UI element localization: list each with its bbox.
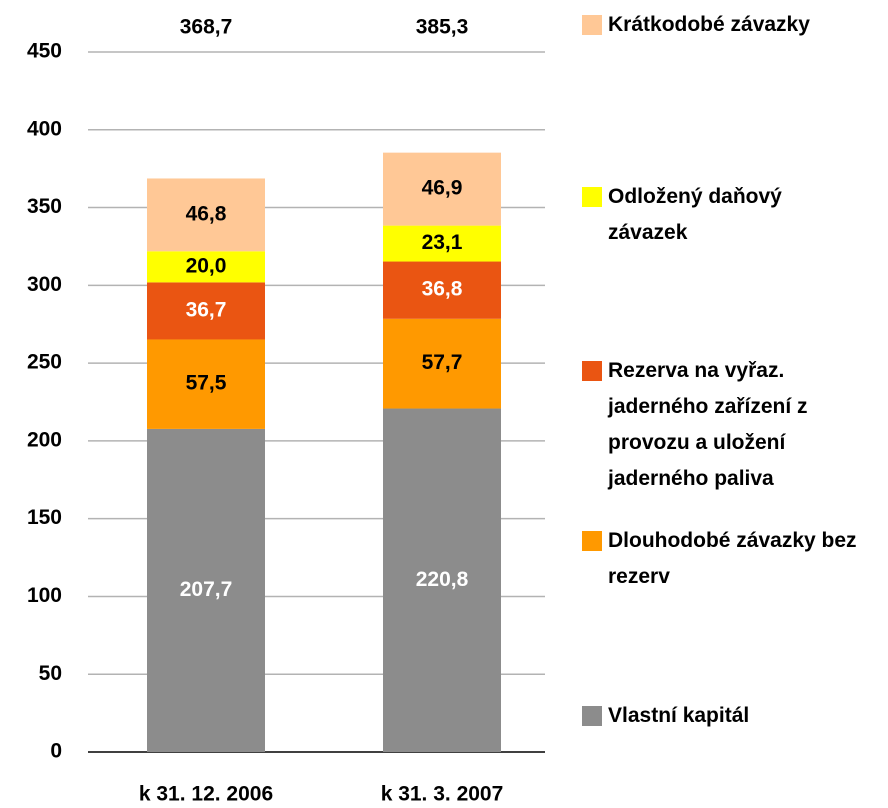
bar-segment	[383, 152, 501, 226]
legend-item: Krátkodobé závazky	[582, 7, 887, 43]
bar-segment	[147, 251, 265, 283]
legend-item: Odložený daňový závazek	[582, 179, 887, 251]
y-tick-label: 200	[27, 428, 62, 451]
legend-item: Vlastní kapitál	[582, 698, 887, 734]
bar-segment	[147, 282, 265, 340]
x-tick-label: k 31. 3. 2007	[381, 783, 504, 806]
y-tick-label: 350	[27, 195, 62, 218]
legend-label: Vlastní kapitál	[608, 704, 750, 727]
data-label: 220,8	[416, 568, 469, 591]
legend-label: Odložený daňový závazek	[608, 185, 782, 244]
legend-swatch	[582, 361, 602, 381]
y-tick-label: 450	[27, 40, 62, 63]
legend-label: Krátkodobé závazky	[608, 13, 810, 36]
legend-swatch	[582, 706, 602, 726]
bar-segment	[383, 225, 501, 262]
legend-item: Dlouhodobé závazky bez rezerv	[582, 523, 887, 595]
total-label: 385,3	[416, 16, 469, 39]
data-label: 46,9	[422, 177, 463, 200]
legend-item: Rezerva na vyřaz. jaderného zařízení z p…	[582, 353, 887, 497]
data-label: 23,1	[422, 231, 463, 254]
y-tick-label: 100	[27, 584, 62, 607]
y-tick-label: 150	[27, 506, 62, 529]
bar-segment	[147, 428, 265, 752]
y-tick-label: 0	[50, 740, 62, 763]
data-label: 36,7	[186, 298, 227, 321]
y-tick-label: 400	[27, 117, 62, 140]
y-tick-label: 50	[39, 662, 62, 685]
x-tick-label: k 31. 12. 2006	[139, 783, 273, 806]
data-label: 207,7	[180, 578, 233, 601]
data-label: 20,0	[186, 254, 227, 277]
legend-swatch	[582, 531, 602, 551]
y-tick-label: 300	[27, 273, 62, 296]
legend-label: Rezerva na vyřaz. jaderného zařízení z p…	[608, 359, 808, 490]
data-label: 46,8	[186, 202, 227, 225]
bar-segment	[383, 408, 501, 752]
total-label: 368,7	[180, 16, 233, 39]
bar-segment	[383, 261, 501, 319]
legend-label: Dlouhodobé závazky bez rezerv	[608, 529, 857, 588]
legend-swatch	[582, 187, 602, 207]
data-label: 57,5	[186, 372, 227, 395]
data-label: 57,7	[422, 351, 463, 374]
legend-swatch	[582, 15, 602, 35]
bar-segment	[383, 318, 501, 409]
bar-segment	[147, 339, 265, 429]
y-tick-label: 250	[27, 351, 62, 374]
bar-segment	[147, 178, 265, 252]
data-label: 36,8	[422, 278, 463, 301]
